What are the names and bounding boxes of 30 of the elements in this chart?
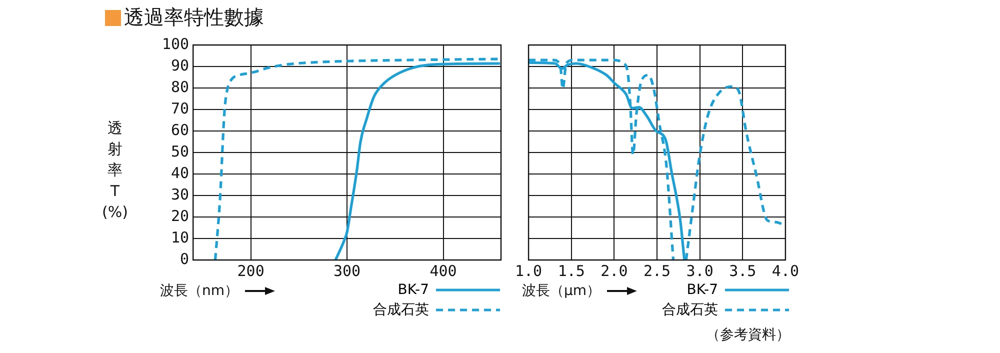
y-tick-label: 50 — [171, 142, 190, 160]
x-tick-label: 4.0 — [772, 262, 799, 280]
y-axis-title: 透射率T(%) — [102, 118, 128, 223]
x-tick-label: 2.5 — [643, 262, 671, 280]
x-tick-label: 1.5 — [558, 262, 585, 280]
y-tick-label: 0 — [180, 250, 190, 268]
x-tick-label: 400 — [430, 262, 457, 280]
y-tick-label: 60 — [171, 120, 190, 139]
y-tick-label: 100 — [162, 34, 190, 53]
legend-label: 合成石英 — [662, 301, 718, 319]
x-tick-label: 3.0 — [686, 262, 714, 280]
x-tick-label: 200 — [237, 262, 264, 280]
y-tick-label: 10 — [171, 228, 190, 246]
y-tick-label: 30 — [171, 185, 190, 204]
x-tick-label: 2.0 — [600, 262, 628, 280]
x-tick-label: 1.0 — [515, 262, 542, 280]
text: （参考資料） — [706, 326, 790, 344]
legend-label: BK-7 — [686, 282, 718, 298]
y-tick-label: 90 — [171, 56, 190, 74]
x-axis-title: 波長（nm） — [160, 282, 239, 300]
legend-label: 合成石英 — [373, 301, 429, 319]
legend-label: BK-7 — [398, 282, 429, 298]
x-tick-label: 3.5 — [729, 262, 756, 280]
chart-title: 透過率特性數據 — [124, 4, 264, 31]
y-tick-label: 20 — [171, 206, 190, 225]
y-tick-label: 80 — [171, 78, 190, 96]
y-tick-label: 40 — [171, 164, 190, 182]
x-axis-title: 波長（μm） — [522, 282, 601, 300]
x-tick-label: 300 — [334, 262, 361, 280]
y-tick-label: 70 — [171, 99, 190, 118]
